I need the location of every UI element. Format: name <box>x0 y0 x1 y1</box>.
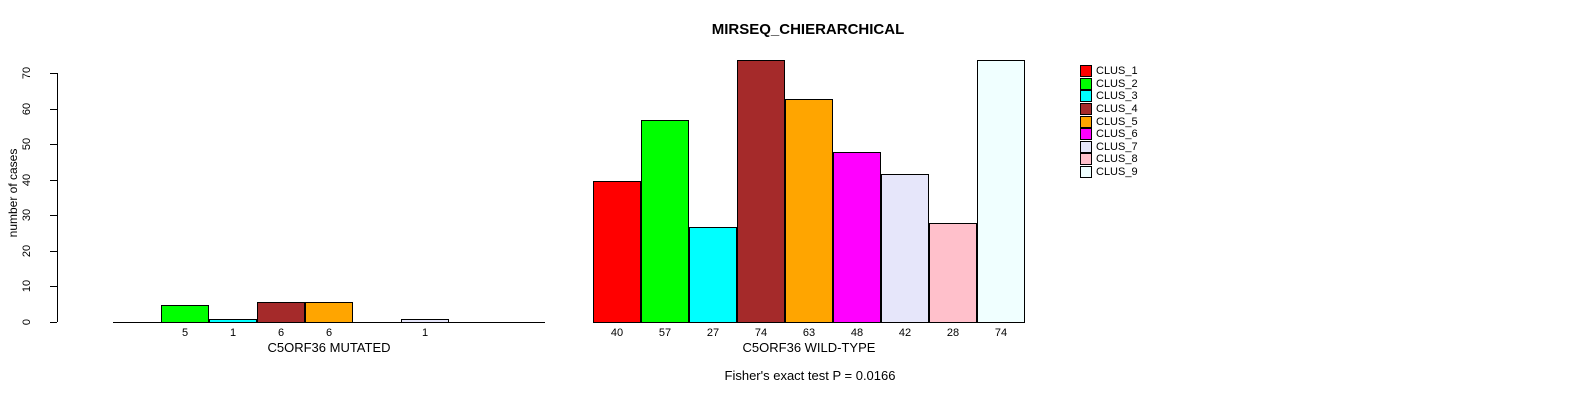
legend-swatch-clus_8 <box>1080 153 1092 166</box>
bar-value-label: 1 <box>421 327 429 339</box>
y-tick-label: 60 <box>21 102 33 116</box>
legend-item: CLUS_2 <box>1080 77 1138 91</box>
legend-item: CLUS_6 <box>1080 128 1138 141</box>
y-tick <box>50 322 57 323</box>
bar-clus_1 <box>593 181 641 323</box>
legend-item: CLUS_5 <box>1080 115 1138 128</box>
legend-label: CLUS_3 <box>1096 90 1138 103</box>
legend-swatch-clus_9 <box>1080 166 1092 179</box>
bar-value-label: 27 <box>706 327 720 339</box>
bar-clus_5 <box>785 99 833 323</box>
bar-value-label: 6 <box>277 327 285 339</box>
legend-swatch-clus_6 <box>1080 128 1092 141</box>
y-tick <box>50 109 57 110</box>
y-tick-label: 0 <box>21 318 33 326</box>
legend-item: CLUS_8 <box>1080 153 1138 166</box>
legend-label: CLUS_6 <box>1096 128 1138 141</box>
legend-label: CLUS_8 <box>1096 153 1138 166</box>
legend-label: CLUS_4 <box>1096 103 1138 116</box>
legend-item: CLUS_7 <box>1080 140 1138 154</box>
legend-swatch-clus_1 <box>1080 65 1092 78</box>
bar-value-label: 40 <box>610 327 624 339</box>
legend-swatch-clus_2 <box>1080 77 1092 90</box>
bar-clus_3 <box>209 319 257 323</box>
legend-item: CLUS_1 <box>1080 65 1138 78</box>
bar-clus_4 <box>257 302 305 323</box>
y-tick-label: 30 <box>21 208 33 222</box>
bar-value-label: 74 <box>754 327 768 339</box>
legend-label: CLUS_1 <box>1096 65 1138 78</box>
legend-item: CLUS_3 <box>1080 90 1138 103</box>
y-axis-label: number of cases <box>6 148 20 238</box>
fisher-test-annotation: Fisher's exact test P = 0.0166 <box>724 368 896 383</box>
legend-label: CLUS_2 <box>1096 77 1138 90</box>
y-tick-label: 20 <box>21 244 33 258</box>
y-tick-label: 50 <box>21 137 33 151</box>
bar-value-label: 57 <box>658 327 672 339</box>
bar-value-label: 1 <box>229 327 237 339</box>
bar-value-label: 48 <box>850 327 864 339</box>
bar-clus_5 <box>305 302 353 323</box>
legend-label: CLUS_5 <box>1096 115 1138 128</box>
legend-item: CLUS_4 <box>1080 103 1138 116</box>
chart-title: MIRSEQ_CHIERARCHICAL <box>711 21 905 38</box>
y-tick <box>50 180 57 181</box>
bar-value-label: 6 <box>325 327 333 339</box>
bar-clus_7 <box>401 319 449 323</box>
bar-clus_6 <box>833 152 881 323</box>
bar-value-label: 74 <box>994 327 1008 339</box>
bar-clus_8 <box>929 223 977 323</box>
bar-value-label: 5 <box>181 327 189 339</box>
legend-label: CLUS_7 <box>1096 140 1138 153</box>
group-label-mutated: C5ORF36 MUTATED <box>267 340 391 355</box>
bar-clus_2 <box>161 305 209 323</box>
bar-clus_3 <box>689 227 737 323</box>
y-tick-label: 40 <box>21 173 33 187</box>
legend-swatch-clus_7 <box>1080 140 1092 153</box>
legend-swatch-clus_5 <box>1080 115 1092 128</box>
legend-swatch-clus_4 <box>1080 103 1092 116</box>
y-tick <box>50 144 57 145</box>
y-tick-label: 10 <box>21 279 33 293</box>
y-axis-line <box>57 73 58 322</box>
bar-clus_7 <box>881 174 929 323</box>
bar-value-label: 42 <box>898 327 912 339</box>
bar-value-label: 28 <box>946 327 960 339</box>
y-tick <box>50 215 57 216</box>
bar-clus_9 <box>977 60 1025 323</box>
bar-value-label: 63 <box>802 327 816 339</box>
bar-clus_4 <box>737 60 785 323</box>
legend: CLUS_1 CLUS_2 CLUS_3 CLUS_4 CLUS_5 CLUS_6 CLUS… <box>1080 65 1138 179</box>
legend-item: CLUS_9 <box>1080 166 1138 179</box>
bar-clus_2 <box>641 120 689 323</box>
y-tick-label: 70 <box>21 66 33 80</box>
legend-label: CLUS_9 <box>1096 166 1138 179</box>
group-label-wildtype: C5ORF36 WILD-TYPE <box>742 340 876 355</box>
legend-swatch-clus_3 <box>1080 90 1092 103</box>
y-tick <box>50 286 57 287</box>
y-tick <box>50 251 57 252</box>
y-tick <box>50 73 57 74</box>
